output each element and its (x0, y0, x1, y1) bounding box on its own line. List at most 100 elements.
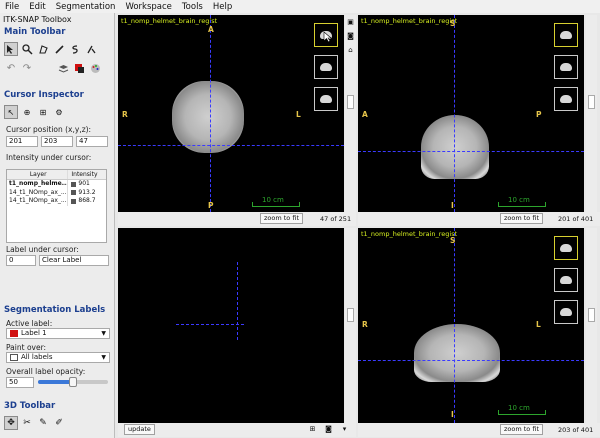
redo-button[interactable]: ↷ (20, 61, 34, 75)
opacity-slider[interactable] (38, 377, 108, 387)
table-row[interactable]: t1_nomp_helme... 901 (7, 180, 106, 189)
camera-icon[interactable]: ◙ (325, 425, 332, 433)
chevron-down-icon: ▼ (101, 330, 106, 337)
coronal-top-label: S (450, 236, 456, 245)
spray-icon: ✎ (39, 418, 47, 428)
menu-file[interactable]: File (5, 1, 20, 12)
sagittal-slice-scrollbar[interactable] (588, 95, 595, 109)
3d-side-toolbar (345, 228, 356, 423)
coronal-scale-bar (498, 410, 546, 415)
opacity-slider-handle[interactable] (69, 377, 77, 387)
magnifier-icon (21, 43, 33, 55)
sagittal-thumbnail[interactable] (314, 55, 338, 79)
camera-icon[interactable]: ⌂ (348, 46, 353, 54)
label-color-button[interactable] (72, 61, 86, 75)
coronal-thumbnail[interactable] (554, 300, 578, 324)
active-label-value: Label 1 (21, 329, 47, 337)
layer-swatch-icon (71, 198, 77, 204)
3d-view-bar: update ⊞ ◙ ▾ (118, 423, 356, 437)
layer-intensity: 901 (78, 180, 90, 187)
3d-scalpel-button[interactable]: ✂ (20, 416, 34, 430)
table-row[interactable]: 14_t1_NOmp_ax_... 913.2 (7, 188, 106, 197)
axial-thumbnail[interactable] (554, 23, 578, 47)
coronal-slice-scrollbar[interactable] (588, 308, 595, 322)
inspector-sync-tab[interactable]: ⚙ (52, 105, 66, 119)
axial-slice-counter: 47 of 251 (320, 215, 352, 223)
screenshot-icon[interactable]: ⊞ (309, 425, 316, 433)
intensity-table-header: Layer Intensity (7, 170, 106, 180)
undo-button[interactable]: ↶ (4, 61, 18, 75)
polygon-tool-button[interactable] (36, 42, 50, 56)
inspector-display-tab[interactable]: ⊞ (36, 105, 50, 119)
palette-icon (90, 63, 100, 73)
segmentation-labels-heading: Segmentation Labels (4, 305, 106, 315)
3d-spray-button[interactable]: ✎ (36, 416, 50, 430)
3d-view[interactable] (118, 228, 344, 423)
coronal-view-title: t1_nomp_helmet_brain_regist (361, 230, 458, 238)
3d-toolbar-heading: 3D Toolbar (4, 401, 56, 411)
cursor-position-label: Cursor position (x,y,z): (6, 125, 92, 134)
3d-update-button[interactable]: update (124, 424, 155, 435)
menu-help[interactable]: Help (212, 1, 233, 12)
axial-view[interactable]: t1_nomp_helmet_brain_regist A R L P 10 c… (118, 15, 344, 212)
coronal-zoom-to-fit-button[interactable]: zoom to fit (500, 424, 543, 435)
intensity-column-header: Intensity (71, 170, 98, 178)
sagittal-thumbnail[interactable] (554, 268, 578, 292)
sagittal-view[interactable]: t1_nomp_helmet_brain_regist S A P I 10 c… (358, 15, 584, 212)
3d-pen-button[interactable]: ✐ (52, 416, 66, 430)
crosshair-tool-button[interactable] (4, 42, 18, 56)
paintbrush-tool-button[interactable] (52, 42, 66, 56)
paint-over-select[interactable]: All labels ▼ (6, 352, 110, 363)
cursor-tab-icon: ↖ (7, 107, 15, 117)
coronal-side-toolbar (586, 228, 597, 423)
label-id-field[interactable]: 0 (6, 255, 36, 266)
mouse-cursor-icon (323, 31, 332, 43)
sagittal-zoom-to-fit-button[interactable]: zoom to fit (500, 213, 543, 224)
opacity-spinbox[interactable]: 50 (6, 377, 34, 388)
cursor-x-field[interactable]: 201 (6, 136, 38, 147)
axial-zoom-to-fit-button[interactable]: zoom to fit (260, 213, 303, 224)
layout-icon[interactable]: ▣ (347, 18, 354, 26)
palette-button[interactable] (88, 61, 102, 75)
axial-thumbnail[interactable] (554, 236, 578, 260)
axial-right-label: L (296, 110, 301, 119)
axial-bottom-label: P (208, 201, 214, 210)
3d-scrollbar[interactable] (347, 308, 354, 322)
label-name-field[interactable]: Clear Label (39, 255, 109, 266)
annotation-tool-button[interactable] (84, 42, 98, 56)
scalpel-icon: ✂ (23, 418, 31, 428)
3d-crosshair-horizontal (176, 324, 244, 325)
axial-scale-label: 10 cm (262, 196, 284, 204)
cursor-y-field[interactable]: 203 (41, 136, 73, 147)
layers-button[interactable] (56, 61, 70, 75)
inspector-cursor-tab[interactable]: ↖ (4, 105, 18, 119)
menu-segmentation[interactable]: Segmentation (55, 1, 116, 12)
chevron-down-icon[interactable]: ▾ (342, 425, 347, 433)
sagittal-left-label: A (362, 110, 368, 119)
pen-icon: ✐ (55, 418, 63, 428)
axial-slice-scrollbar[interactable] (347, 95, 354, 109)
sagittal-view-bar: zoom to fit 201 of 401 (358, 212, 600, 226)
screenshot-icon[interactable]: ◙ (347, 32, 354, 40)
coronal-thumbnail[interactable] (314, 87, 338, 111)
layer-intensity: 913.2 (78, 188, 96, 196)
3d-rotate-button[interactable]: ✥ (4, 416, 18, 430)
inspector-zoom-tab[interactable]: ⊕ (20, 105, 34, 119)
crosshair-vertical (454, 228, 455, 423)
menu-tools[interactable]: Tools (181, 1, 203, 12)
sagittal-thumbnail[interactable] (554, 55, 578, 79)
coronal-view[interactable]: t1_nomp_helmet_brain_regist S R L I 10 c… (358, 228, 584, 423)
snake-tool-button[interactable] (68, 42, 82, 56)
layer-column-header: Layer (7, 170, 69, 179)
sagittal-top-label: S (450, 19, 456, 28)
menu-workspace[interactable]: Workspace (125, 1, 172, 12)
cursor-z-field[interactable]: 47 (76, 136, 108, 147)
table-row[interactable]: 14_t1_NOmp_ax_... 868.7 (7, 197, 106, 206)
main-toolbar-row-2: ↶ ↷ (4, 61, 102, 75)
sagittal-scale-label: 10 cm (508, 196, 530, 204)
active-label-select[interactable]: Label 1 ▼ (6, 328, 110, 339)
menu-edit[interactable]: Edit (29, 1, 46, 12)
layer-swatch-icon (71, 190, 77, 196)
coronal-thumbnail[interactable] (554, 87, 578, 111)
zoom-tool-button[interactable] (20, 42, 34, 56)
